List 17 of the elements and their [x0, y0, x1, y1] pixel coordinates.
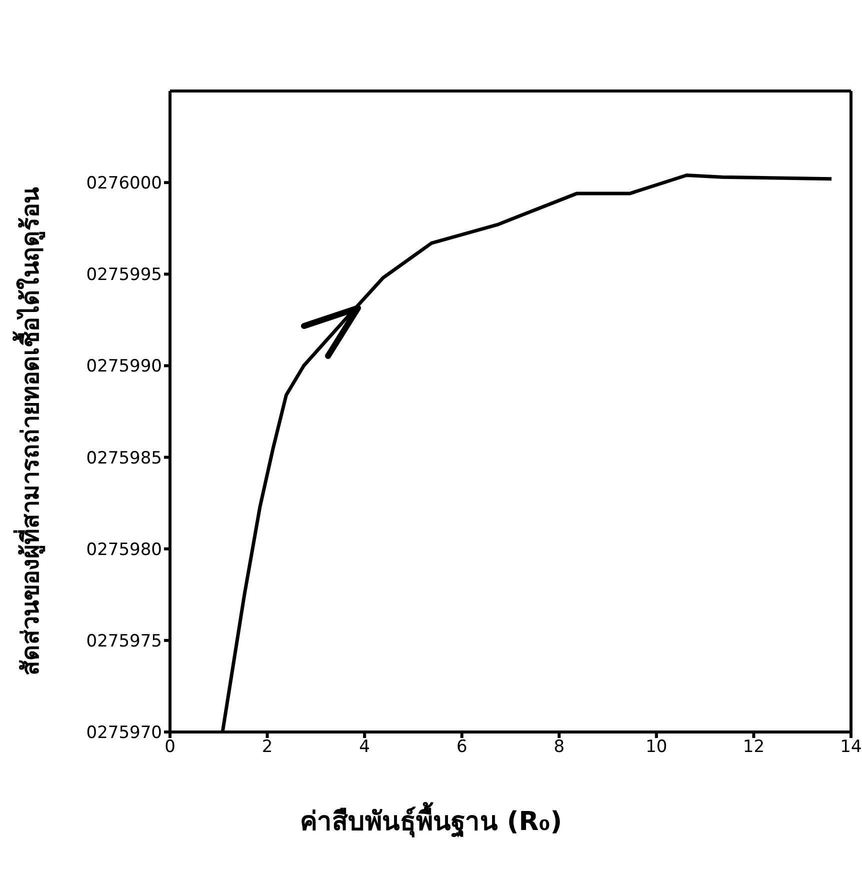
x-tick-label: 4 — [359, 737, 370, 758]
x-tick-label: 0 — [164, 737, 176, 758]
y-axis-title: สัดส่วนของผู้ที่สามารถถ่ายทอดเชื้อได้ในฤดูร้อน — [12, 186, 46, 678]
x-tick-label: 6 — [456, 737, 468, 758]
x-tick-label: 2 — [262, 737, 273, 758]
y-tick-label: 0275970 — [86, 723, 162, 744]
x-tick-label: 14 — [840, 737, 862, 758]
y-tick-label: 0275980 — [86, 540, 162, 560]
y-tick-label: 0275975 — [86, 631, 162, 652]
x-axis-title: ค่าสืบพันธุ์พื้นฐาน (R₀) — [298, 801, 564, 840]
y-tick-label: 0275995 — [86, 265, 162, 286]
y-tick-label: 0276000 — [86, 174, 162, 194]
y-tick-label: 0275990 — [86, 356, 162, 377]
x-tick-label: 8 — [554, 737, 565, 758]
x-tick-label: 10 — [646, 737, 668, 758]
x-tick-label: 12 — [742, 737, 765, 758]
y-tick-label: 0275985 — [86, 448, 162, 468]
